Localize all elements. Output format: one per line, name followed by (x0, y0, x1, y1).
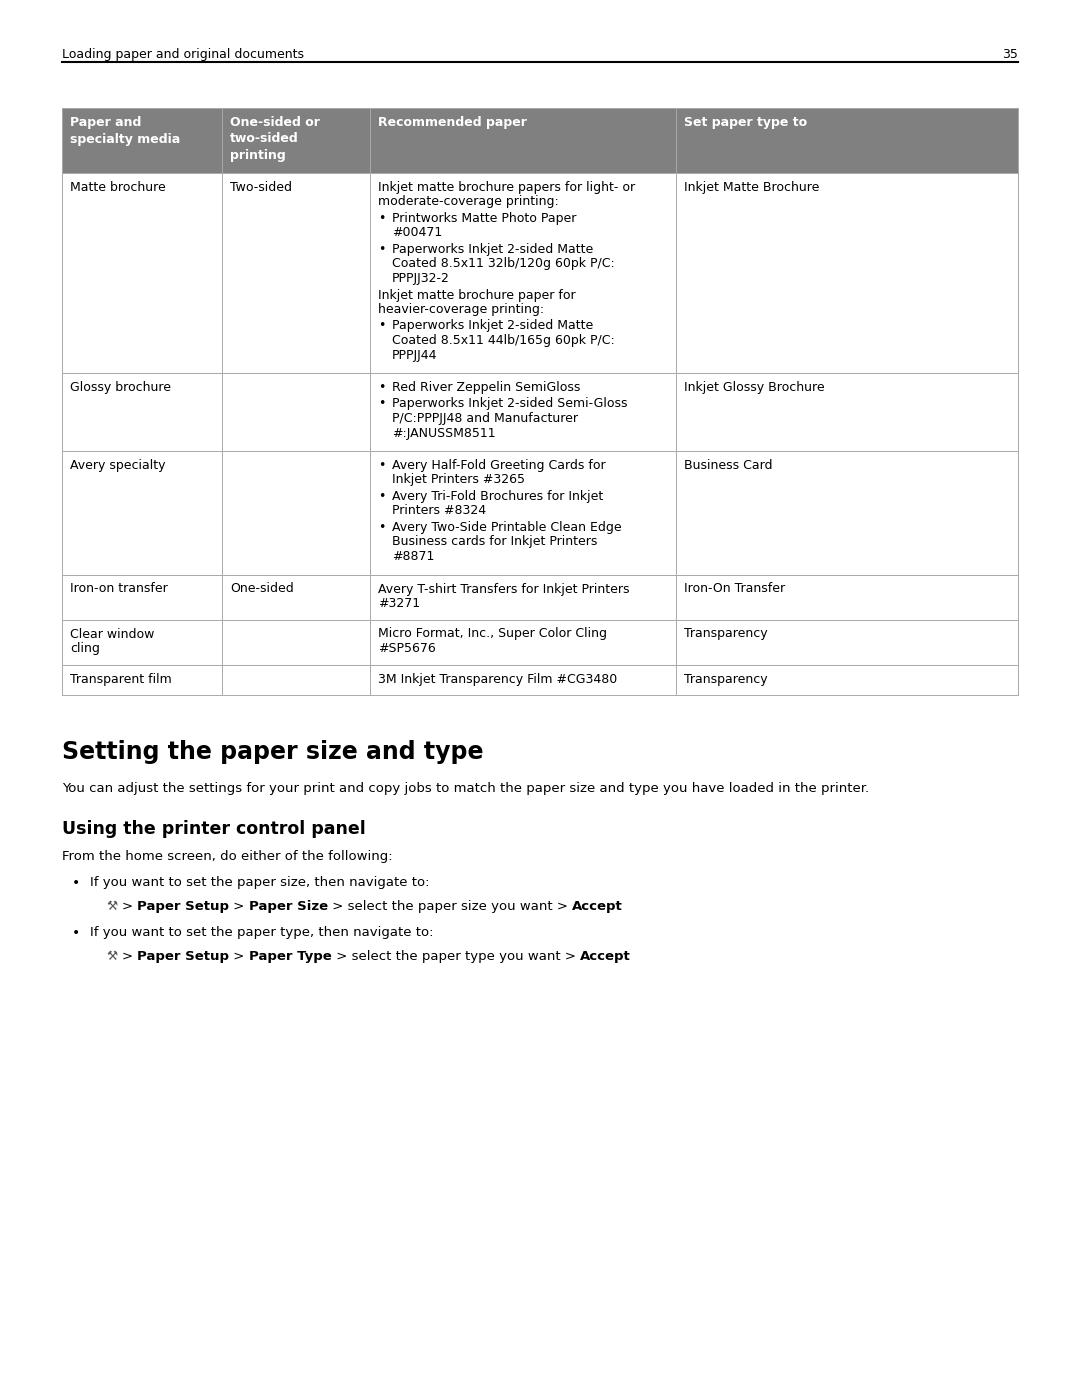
Text: moderate-coverage printing:: moderate-coverage printing: (378, 196, 558, 208)
Text: Avery Tri-Fold Brochures for Inkjet: Avery Tri-Fold Brochures for Inkjet (392, 490, 604, 503)
Text: Printworks Matte Photo Paper: Printworks Matte Photo Paper (392, 212, 577, 225)
Text: Transparency: Transparency (684, 672, 768, 686)
Text: PPPJJ44: PPPJJ44 (392, 348, 437, 362)
Text: Avery T-shirt Transfers for Inkjet Printers: Avery T-shirt Transfers for Inkjet Print… (378, 583, 630, 595)
Text: Printers #8324: Printers #8324 (392, 504, 486, 517)
Text: Inkjet matte brochure paper for: Inkjet matte brochure paper for (378, 289, 576, 302)
Text: Accept: Accept (572, 900, 623, 914)
Text: Inkjet Matte Brochure: Inkjet Matte Brochure (684, 182, 820, 194)
Text: > select the paper size you want >: > select the paper size you want > (328, 900, 572, 914)
Text: Inkjet Glossy Brochure: Inkjet Glossy Brochure (684, 381, 825, 394)
Text: #3271: #3271 (378, 597, 420, 610)
Text: > select the paper type you want >: > select the paper type you want > (332, 950, 580, 963)
Text: #8871: #8871 (392, 550, 434, 563)
Text: Transparent film: Transparent film (70, 672, 172, 686)
Text: >: > (229, 950, 249, 963)
Text: Two-sided: Two-sided (230, 182, 292, 194)
Text: Avery Two-Side Printable Clean Edge: Avery Two-Side Printable Clean Edge (392, 521, 622, 534)
Text: •: • (378, 490, 386, 503)
Text: Glossy brochure: Glossy brochure (70, 381, 171, 394)
Text: Business cards for Inkjet Printers: Business cards for Inkjet Printers (392, 535, 597, 549)
Text: Paperworks Inkjet 2-sided Semi-Gloss: Paperworks Inkjet 2-sided Semi-Gloss (392, 398, 627, 411)
Text: •: • (72, 876, 80, 890)
Text: Iron-on transfer: Iron-on transfer (70, 583, 167, 595)
Text: Inkjet Printers #3265: Inkjet Printers #3265 (392, 474, 525, 486)
Text: Paper Setup: Paper Setup (137, 900, 229, 914)
Text: Accept: Accept (580, 950, 631, 963)
Text: >: > (229, 900, 249, 914)
Text: One-sided: One-sided (230, 583, 294, 595)
Text: Recommended paper: Recommended paper (378, 116, 527, 129)
Text: 3M Inkjet Transparency Film #CG3480: 3M Inkjet Transparency Film #CG3480 (378, 672, 618, 686)
Text: If you want to set the paper type, then navigate to:: If you want to set the paper type, then … (90, 926, 433, 939)
Text: Avery Half-Fold Greeting Cards for: Avery Half-Fold Greeting Cards for (392, 460, 606, 472)
Text: Paper Setup: Paper Setup (137, 950, 229, 963)
Text: Coated 8.5x11 44lb/165g 60pk P/C:: Coated 8.5x11 44lb/165g 60pk P/C: (392, 334, 615, 346)
Text: cling: cling (70, 643, 99, 655)
Text: Iron-On Transfer: Iron-On Transfer (684, 583, 785, 595)
Text: •: • (72, 926, 80, 940)
Text: >: > (122, 950, 137, 963)
Text: Inkjet matte brochure papers for light- or: Inkjet matte brochure papers for light- … (378, 182, 635, 194)
Text: Red River Zeppelin SemiGloss: Red River Zeppelin SemiGloss (392, 381, 580, 394)
Text: Business Card: Business Card (684, 460, 772, 472)
Text: Set paper type to: Set paper type to (684, 116, 807, 129)
Text: One-sided or
two-sided
printing: One-sided or two-sided printing (230, 116, 320, 162)
Text: •: • (378, 381, 386, 394)
Text: heavier-coverage printing:: heavier-coverage printing: (378, 303, 544, 316)
Text: Clear window: Clear window (70, 627, 154, 640)
Text: ⚒: ⚒ (106, 900, 118, 914)
Text: If you want to set the paper size, then navigate to:: If you want to set the paper size, then … (90, 876, 430, 888)
Text: Paper Type: Paper Type (249, 950, 332, 963)
Text: •: • (378, 398, 386, 411)
Bar (62, 108, 1018, 173)
Text: Setting the paper size and type: Setting the paper size and type (62, 740, 484, 764)
Text: Loading paper and original documents: Loading paper and original documents (62, 47, 303, 61)
Text: Paper Size: Paper Size (249, 900, 328, 914)
Text: #SP5676: #SP5676 (378, 643, 435, 655)
Text: Micro Format, Inc., Super Color Cling: Micro Format, Inc., Super Color Cling (378, 627, 607, 640)
Text: PPPJJ32-2: PPPJJ32-2 (392, 272, 450, 285)
Text: Paper and
specialty media: Paper and specialty media (70, 116, 180, 145)
Text: Paperworks Inkjet 2-sided Matte: Paperworks Inkjet 2-sided Matte (392, 243, 593, 256)
Text: Avery specialty: Avery specialty (70, 460, 165, 472)
Text: #00471: #00471 (392, 226, 442, 239)
Text: •: • (378, 460, 386, 472)
Text: •: • (378, 320, 386, 332)
Text: Coated 8.5x11 32lb/120g 60pk P/C:: Coated 8.5x11 32lb/120g 60pk P/C: (392, 257, 615, 271)
Text: Using the printer control panel: Using the printer control panel (62, 820, 366, 838)
Text: •: • (378, 212, 386, 225)
Text: Paperworks Inkjet 2-sided Matte: Paperworks Inkjet 2-sided Matte (392, 320, 593, 332)
Text: >: > (122, 900, 137, 914)
Text: •: • (378, 243, 386, 256)
Text: P/C:PPPJJ48 and Manufacturer: P/C:PPPJJ48 and Manufacturer (392, 412, 578, 425)
Text: Matte brochure: Matte brochure (70, 182, 165, 194)
Text: •: • (378, 521, 386, 534)
Text: You can adjust the settings for your print and copy jobs to match the paper size: You can adjust the settings for your pri… (62, 782, 869, 795)
Text: 35: 35 (1002, 47, 1018, 61)
Text: ⚒: ⚒ (106, 950, 118, 963)
Text: From the home screen, do either of the following:: From the home screen, do either of the f… (62, 849, 393, 863)
Text: Transparency: Transparency (684, 627, 768, 640)
Text: #:JANUSSM8511: #:JANUSSM8511 (392, 426, 496, 440)
